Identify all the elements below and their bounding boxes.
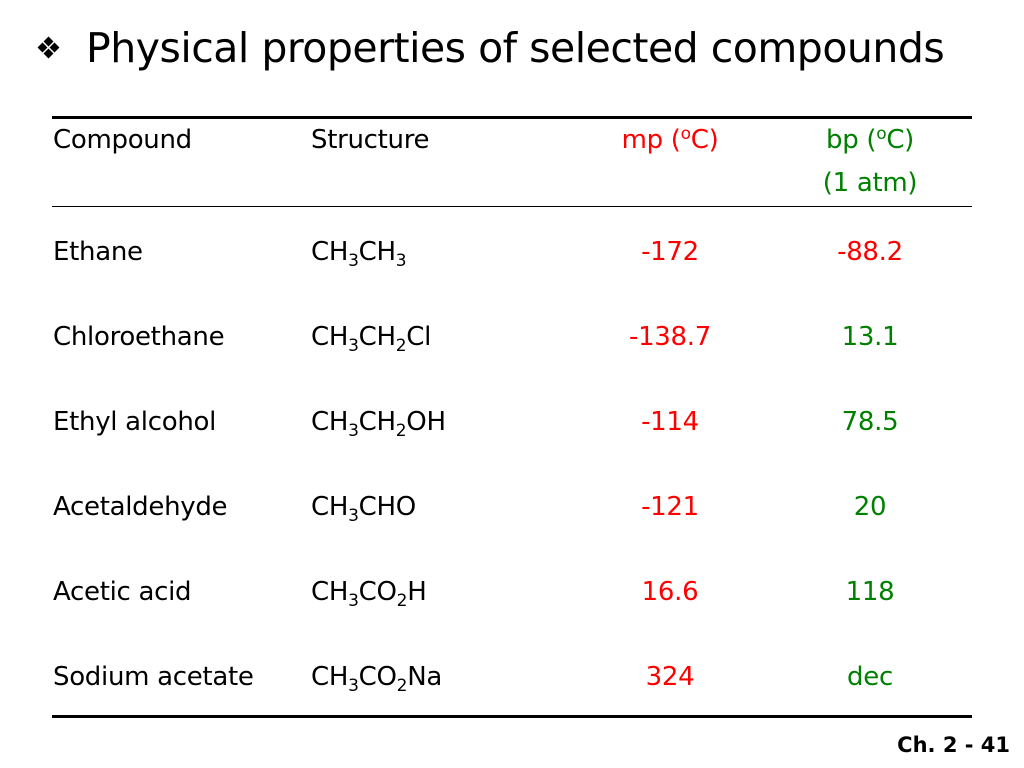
formula-subscript: 2 xyxy=(396,591,408,611)
compound-name: Acetaldehyde xyxy=(53,492,228,522)
formula-subscript: 3 xyxy=(348,421,359,441)
formula-part: CH xyxy=(311,492,349,522)
formula-subscript: 3 xyxy=(348,591,359,611)
boiling-point: 78.5 xyxy=(841,407,899,437)
compound-structure: CH3CH3 xyxy=(311,235,407,271)
header-bp-pressure: (1 atm) xyxy=(822,168,918,198)
title-row: Physical properties of selected compound… xyxy=(37,24,945,72)
table-top-rule xyxy=(52,116,972,119)
formula-part: CH xyxy=(311,237,349,267)
formula-part: OH xyxy=(406,407,446,437)
formula-subscript: 3 xyxy=(395,251,407,271)
compound-name: Acetic acid xyxy=(53,577,192,607)
melting-point: -138.7 xyxy=(628,322,711,352)
formula-part: CH xyxy=(358,322,396,352)
compound-structure: CH3CH2Cl xyxy=(311,320,432,356)
boiling-point: 13.1 xyxy=(841,322,899,352)
compound-name: Ethane xyxy=(53,237,143,267)
formula-part: H xyxy=(407,577,427,607)
melting-point: -121 xyxy=(641,492,699,522)
header-compound: Compound xyxy=(53,125,192,155)
formula-subscript: 3 xyxy=(348,506,359,526)
formula-part: CH xyxy=(358,237,396,267)
melting-point: -172 xyxy=(641,237,699,267)
diamond-bullet-icon xyxy=(37,36,60,59)
formula-part: CO xyxy=(358,577,397,607)
formula-part: Na xyxy=(407,662,442,692)
melting-point: -114 xyxy=(641,407,699,437)
formula-part: CH xyxy=(358,407,396,437)
slide-number: Ch. 2 - 41 xyxy=(897,733,1010,757)
compound-structure: CH3CO2H xyxy=(311,575,427,611)
boiling-point: 20 xyxy=(853,492,887,522)
compound-name: Ethyl alcohol xyxy=(53,407,217,437)
compound-structure: CH3CH2OH xyxy=(311,405,446,441)
formula-part: Cl xyxy=(406,322,432,352)
formula-subscript: 2 xyxy=(395,421,407,441)
formula-part: CO xyxy=(358,662,397,692)
boiling-point: dec xyxy=(847,662,893,692)
formula-subscript: 2 xyxy=(396,676,408,696)
compound-name: Sodium acetate xyxy=(53,662,254,692)
melting-point: 324 xyxy=(645,662,695,692)
boiling-point: -88.2 xyxy=(837,237,903,267)
formula-subscript: 3 xyxy=(348,676,359,696)
header-structure: Structure xyxy=(311,125,430,155)
formula-subscript: 3 xyxy=(348,251,359,271)
header-mp: mp (oC) xyxy=(621,124,719,155)
header-bp: bp (oC) xyxy=(825,124,915,155)
formula-part: CH xyxy=(311,662,349,692)
compound-name: Chloroethane xyxy=(53,322,225,352)
compound-structure: CH3CHO xyxy=(311,490,417,526)
formula-part: CH xyxy=(311,322,349,352)
formula-subscript: 2 xyxy=(395,336,407,356)
formula-subscript: 3 xyxy=(348,336,359,356)
formula-part: CH xyxy=(311,407,349,437)
boiling-point: 118 xyxy=(845,577,895,607)
table-bottom-rule xyxy=(52,715,972,718)
table-header-rule xyxy=(52,206,972,207)
slide-title: Physical properties of selected compound… xyxy=(86,24,945,72)
compound-structure: CH3CO2Na xyxy=(311,660,442,696)
formula-part: CHO xyxy=(358,492,417,522)
formula-part: CH xyxy=(311,577,349,607)
melting-point: 16.6 xyxy=(641,577,699,607)
